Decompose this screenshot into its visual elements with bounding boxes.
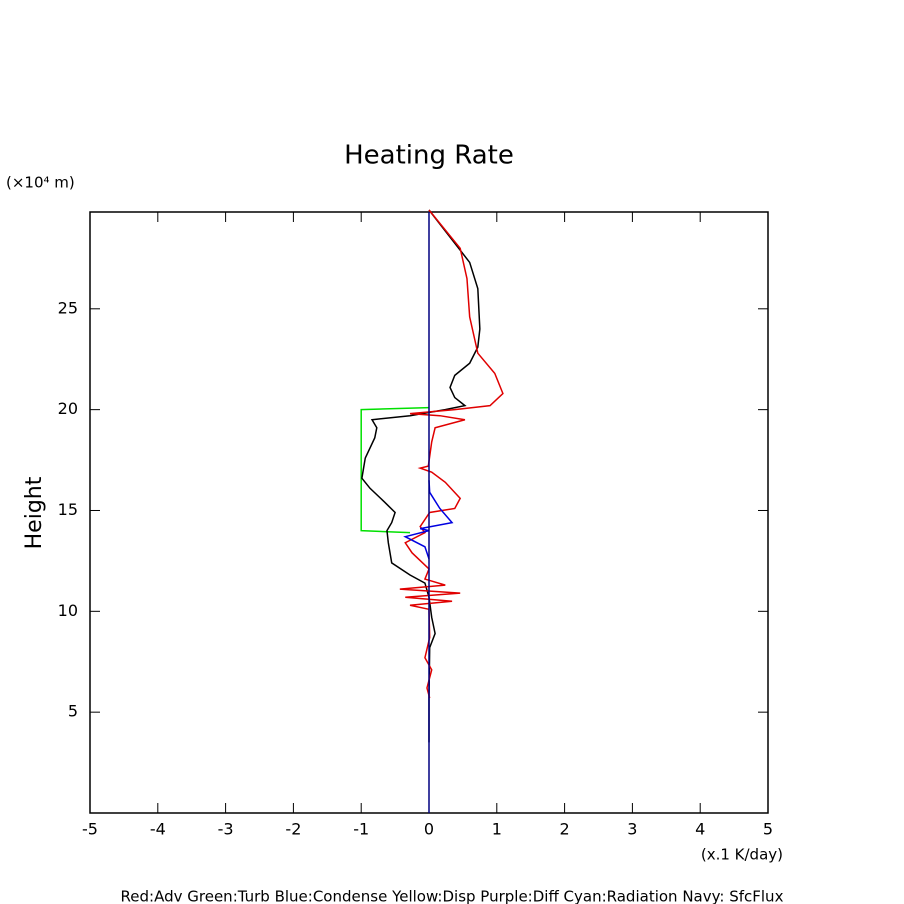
y-unit: (×10⁴ m): [6, 174, 75, 192]
y-tick-label: 5: [68, 702, 78, 721]
x-tick-label: 5: [763, 820, 773, 839]
x-tick-label: 4: [695, 820, 705, 839]
x-tick-label: -1: [353, 820, 369, 839]
profile-line: [361, 209, 481, 743]
x-tick-label: 3: [627, 820, 637, 839]
x-tick-label: -5: [82, 820, 98, 839]
x-tick-label: -4: [150, 820, 166, 839]
x-unit: (x.1 K/day): [701, 846, 783, 864]
profile-line: [403, 480, 454, 560]
x-tick-label: 0: [424, 820, 434, 839]
x-tick-label: -2: [285, 820, 301, 839]
y-tick-label: 10: [58, 601, 78, 620]
profile-line: [360, 406, 430, 534]
x-tick-label: 2: [560, 820, 570, 839]
chart-title: Heating Rate: [344, 141, 514, 171]
y-tick-label: 25: [58, 298, 78, 317]
legend-note: Red:Adv Green:Turb Blue:Condense Yellow:…: [121, 888, 784, 904]
y-tick-label: 15: [58, 500, 78, 519]
profile-line: [399, 209, 504, 699]
x-tick-label: 1: [492, 820, 502, 839]
y-axis-label: Height: [22, 476, 47, 549]
x-tick-label: -3: [218, 820, 234, 839]
y-tick-label: 20: [58, 399, 78, 418]
